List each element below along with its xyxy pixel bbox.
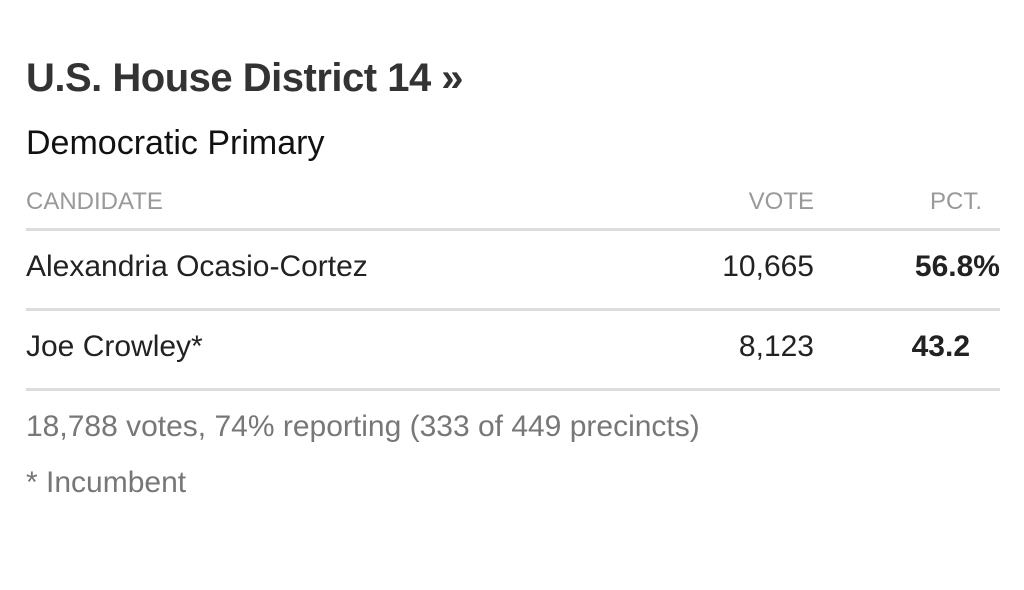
divider [26, 308, 1000, 311]
race-title[interactable]: U.S. House District 14 » [26, 56, 464, 100]
table-header: CANDIDATE VOTE PCT. [26, 188, 1000, 228]
vote-count: 10,665 [722, 250, 814, 283]
vote-count: 8,123 [738, 330, 814, 363]
column-header: PCT. [929, 188, 982, 215]
race-subtitle: Democratic Primary [26, 124, 325, 162]
reporting-summary: 18,788 votes, 74% reporting (333 of 449 … [26, 410, 700, 443]
vote-percent: 56.8% [914, 250, 1000, 283]
divider [26, 228, 1000, 231]
column-header: VOTE [748, 188, 814, 215]
table-row: Alexandria Ocasio-Cortez 10,665 56.8% [26, 250, 1000, 330]
candidate-name: Joe Crowley* [26, 330, 203, 363]
table-row: Joe Crowley* 8,123 43.2 [26, 330, 1000, 410]
candidate-name: Alexandria Ocasio-Cortez [26, 250, 368, 283]
divider [26, 388, 1000, 391]
footnote: * Incumbent [26, 466, 187, 499]
vote-percent: 43.2 [911, 330, 970, 363]
column-header: CANDIDATE [26, 188, 163, 215]
